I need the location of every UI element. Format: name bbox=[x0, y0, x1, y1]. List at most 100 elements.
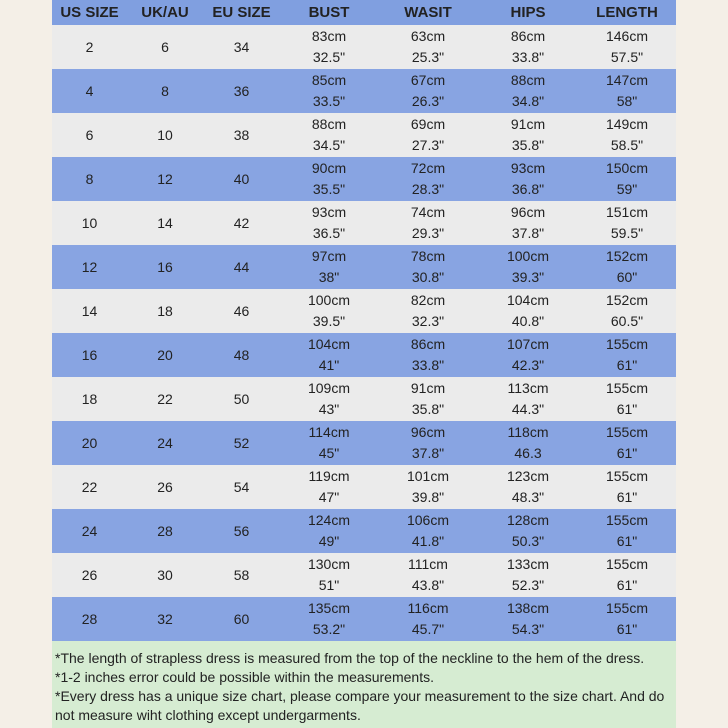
measure-cell: 107cm 42.3" bbox=[478, 333, 578, 377]
measure-value: 155cm bbox=[605, 468, 649, 484]
measure-value: 90cm bbox=[311, 160, 347, 176]
size-cell: 38 bbox=[233, 126, 250, 143]
measure-cell: 138cm 54.3" bbox=[478, 597, 578, 641]
measure-value: 91cm bbox=[410, 380, 446, 396]
measure-value: 104cm bbox=[506, 292, 550, 308]
measure-cell: 155cm 61" bbox=[578, 377, 676, 421]
measure-value: 69cm bbox=[410, 116, 446, 132]
measure-value: 74cm bbox=[410, 204, 446, 220]
measure-cell: 124cm 49" bbox=[280, 509, 378, 553]
measure-value: 61" bbox=[616, 401, 638, 417]
measure-value: 47" bbox=[318, 489, 340, 505]
size-cell: 10 bbox=[157, 126, 173, 143]
size-cell: 42 bbox=[233, 214, 250, 231]
measure-value: 106cm bbox=[406, 512, 450, 528]
table-row: 22 26 54 119cm 47" 101cm 39.8" 123cm 48.3" 155cm 6… bbox=[52, 465, 676, 509]
measure-value: 39.5" bbox=[312, 313, 346, 329]
measure-value: 28.3" bbox=[411, 181, 445, 197]
measure-value: 78cm bbox=[410, 248, 446, 264]
measure-value: 152cm bbox=[605, 248, 649, 264]
measure-cell: 67cm 26.3" bbox=[378, 69, 478, 113]
measure-value: 59.5" bbox=[610, 225, 644, 241]
size-cell: 40 bbox=[233, 170, 250, 187]
measure-value: 41" bbox=[318, 357, 340, 373]
measure-value: 97cm bbox=[311, 248, 347, 264]
size-cell: 32 bbox=[157, 610, 173, 627]
table-row: 2 6 34 83cm 32.5" 63cm 25.3" 86cm 33.8" 146cm 57.5… bbox=[52, 25, 676, 69]
measure-value: 27.3" bbox=[411, 137, 445, 153]
measure-value: 114cm bbox=[308, 424, 350, 440]
measure-cell: 135cm 53.2" bbox=[280, 597, 378, 641]
measure-value: 133cm bbox=[506, 556, 550, 572]
measure-cell: 111cm 43.8" bbox=[378, 553, 478, 597]
measure-cell: 90cm 35.5" bbox=[280, 157, 378, 201]
measure-value: 40.8" bbox=[511, 313, 545, 329]
size-cell: 20 bbox=[81, 434, 98, 451]
size-cell: 28 bbox=[157, 522, 173, 539]
measure-value: 116cm bbox=[407, 600, 449, 616]
measure-value: 39.3" bbox=[511, 269, 545, 285]
measure-value: 155cm bbox=[605, 424, 649, 440]
measure-value: 50.3" bbox=[511, 533, 545, 549]
note: *The length of strapless dress is measur… bbox=[55, 650, 645, 666]
measure-value: 130cm bbox=[307, 556, 351, 572]
measure-value: 100cm bbox=[307, 292, 351, 308]
measure-cell: 104cm 41" bbox=[280, 333, 378, 377]
measure-value: 63cm bbox=[410, 28, 446, 44]
size-cell: 6 bbox=[161, 38, 169, 55]
measure-value: 138cm bbox=[506, 600, 550, 616]
measure-value: 42.3" bbox=[511, 357, 545, 373]
measure-value: 57.5" bbox=[610, 49, 644, 65]
measure-cell: 150cm 59" bbox=[578, 157, 676, 201]
measure-cell: 133cm 52.3" bbox=[478, 553, 578, 597]
measure-cell: 155cm 61" bbox=[578, 465, 676, 509]
measure-value: 60" bbox=[616, 269, 638, 285]
note: *1-2 inches error could be possible with… bbox=[55, 669, 434, 685]
size-cell: 58 bbox=[233, 566, 250, 583]
measure-value: 101cm bbox=[406, 468, 450, 484]
measure-value: 29.3" bbox=[411, 225, 445, 241]
size-cell: 22 bbox=[157, 390, 173, 407]
size-cell: 24 bbox=[157, 434, 173, 451]
measure-cell: 123cm 48.3" bbox=[478, 465, 578, 509]
measure-cell: 114cm 45" bbox=[280, 421, 378, 465]
measure-value: 61" bbox=[616, 533, 638, 549]
size-cell: 10 bbox=[81, 214, 98, 231]
measure-cell: 101cm 39.8" bbox=[378, 465, 478, 509]
measure-value: 51" bbox=[318, 577, 340, 593]
measure-cell: 155cm 61" bbox=[578, 553, 676, 597]
measure-value: 119cm bbox=[308, 468, 350, 484]
measure-cell: 74cm 29.3" bbox=[378, 201, 478, 245]
size-cell: 16 bbox=[157, 258, 173, 275]
measure-value: 93cm bbox=[311, 204, 347, 220]
measure-value: 46.3 bbox=[514, 445, 542, 461]
measure-value: 33.5" bbox=[312, 93, 346, 109]
size-cell: 18 bbox=[157, 302, 173, 319]
measure-cell: 72cm 28.3" bbox=[378, 157, 478, 201]
measure-value: 58" bbox=[616, 93, 638, 109]
size-cell: 14 bbox=[81, 302, 98, 319]
header-cell: UK/AU bbox=[141, 4, 189, 21]
measure-value: 109cm bbox=[307, 380, 351, 396]
measure-value: 72cm bbox=[410, 160, 446, 176]
measure-value: 39.8" bbox=[411, 489, 445, 505]
size-cell: 54 bbox=[233, 478, 250, 495]
size-cell: 50 bbox=[233, 390, 250, 407]
measure-value: 37.8" bbox=[411, 445, 445, 461]
table-row: 20 24 52 114cm 45" 96cm 37.8" 118cm 46.3 155cm 61" bbox=[52, 421, 676, 465]
measure-value: 93cm bbox=[510, 160, 546, 176]
measure-value: 113cm bbox=[507, 380, 549, 396]
measure-value: 36.5" bbox=[312, 225, 346, 241]
measure-value: 96cm bbox=[410, 424, 446, 440]
measure-cell: 97cm 38" bbox=[280, 245, 378, 289]
size-cell: 22 bbox=[81, 478, 98, 495]
measure-value: 49" bbox=[318, 533, 340, 549]
measure-value: 35.5" bbox=[312, 181, 346, 197]
table-row: 6 10 38 88cm 34.5" 69cm 27.3" 91cm 35.8" 149cm 58.… bbox=[52, 113, 676, 157]
table-row: 26 30 58 130cm 51" 111cm 43.8" 133cm 52.3" 155cm 6… bbox=[52, 553, 676, 597]
measure-value: 150cm bbox=[605, 160, 649, 176]
measure-cell: 152cm 60" bbox=[578, 245, 676, 289]
measure-value: 38" bbox=[318, 269, 340, 285]
measure-value: 37.8" bbox=[511, 225, 545, 241]
measure-value: 61" bbox=[616, 357, 638, 373]
